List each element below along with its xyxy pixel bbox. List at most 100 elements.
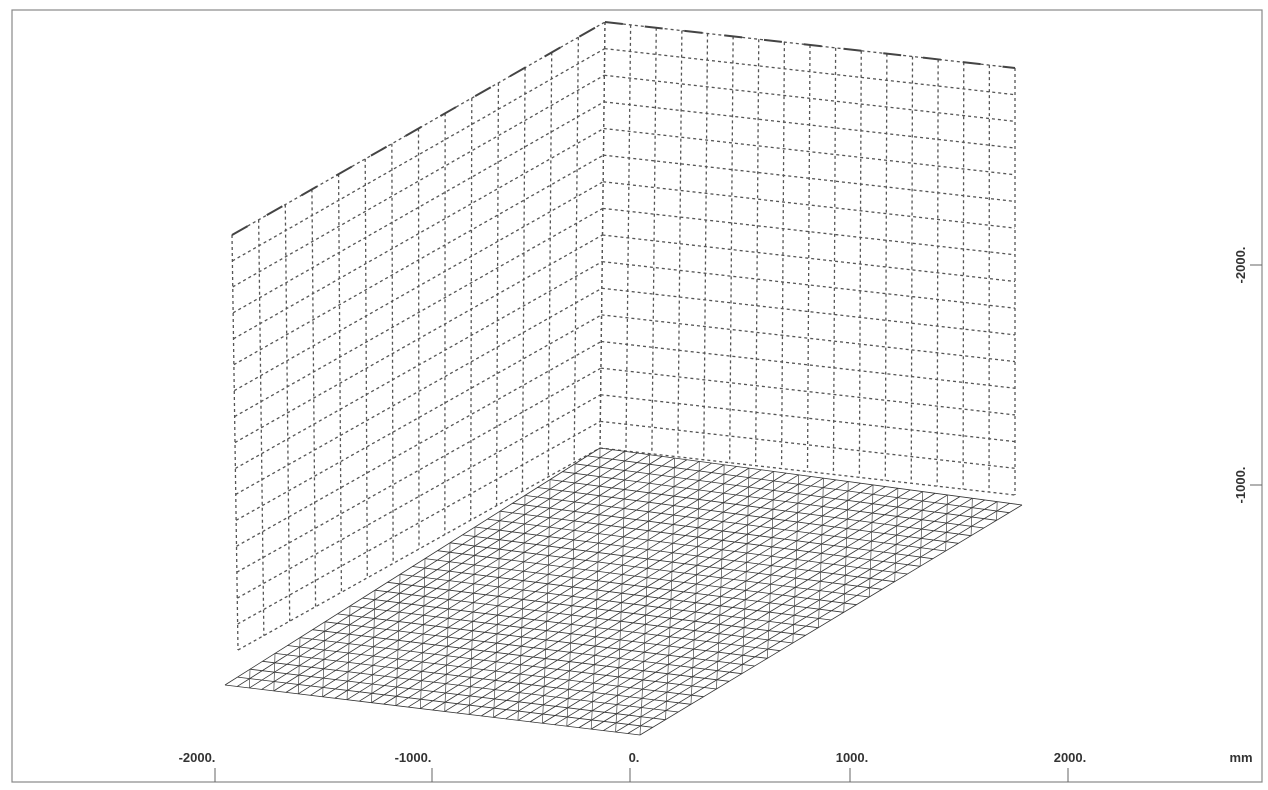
floor-brace	[845, 557, 846, 576]
floor-brace	[622, 565, 623, 584]
floor-brace	[594, 655, 595, 674]
floor-brace	[347, 681, 348, 700]
floor-brace	[694, 612, 695, 631]
floor-brace	[595, 637, 596, 656]
floor-brace	[793, 625, 794, 643]
x-unit: mm	[1229, 750, 1252, 765]
floor-brace	[274, 672, 275, 691]
floor-brace	[871, 541, 872, 560]
floor-brace	[572, 578, 573, 597]
floor-brace	[897, 507, 898, 526]
floor-grid	[550, 480, 971, 536]
floor-brace	[719, 615, 720, 634]
floor-brace	[744, 618, 745, 637]
floor-brace	[471, 640, 472, 659]
floor-brace	[623, 546, 624, 565]
floor-brace	[469, 696, 470, 714]
floor-brace	[671, 590, 672, 609]
floor-brace	[596, 599, 597, 618]
floor-brace	[521, 628, 522, 647]
floor-brace	[820, 572, 821, 591]
floor-brace	[471, 659, 472, 678]
floor-brace	[519, 683, 520, 701]
floor-brace	[642, 680, 643, 698]
floor-brace	[771, 547, 772, 566]
floor-brace	[696, 575, 697, 594]
floor-brace	[822, 497, 823, 516]
floor-brace	[946, 514, 947, 533]
floor-brace	[522, 609, 523, 628]
floor-brace	[445, 693, 446, 712]
floor-brace	[947, 495, 948, 514]
floor-brace	[621, 584, 622, 603]
floor-brace	[374, 609, 375, 628]
floor-brace	[420, 690, 421, 709]
floor-brace	[494, 699, 495, 717]
floor-brace	[299, 638, 300, 657]
floor-brace	[569, 671, 570, 689]
floor-brace	[424, 596, 425, 615]
x-tick-label: -2000.	[179, 750, 216, 765]
floor-brace	[447, 637, 448, 656]
floor-grid	[575, 464, 997, 521]
floor-brace	[498, 587, 499, 606]
x-tick-label: 0.	[629, 750, 640, 765]
wall-grid	[236, 288, 602, 494]
floor-brace	[921, 529, 922, 548]
page: -2000. -1000. 0. 1000. 2000. mm -2000. -…	[0, 0, 1268, 785]
floor-brace	[716, 671, 717, 689]
floor-grid	[600, 448, 1022, 505]
floor-brace	[747, 525, 748, 544]
floor-brace	[569, 652, 570, 671]
floor-brace	[672, 534, 673, 553]
floor-brace	[349, 625, 350, 644]
floor-brace	[873, 485, 874, 504]
floor-brace	[666, 683, 667, 701]
floor-brace	[397, 650, 398, 669]
floor-brace	[743, 637, 744, 655]
floor-brace	[847, 519, 848, 538]
floor-brace	[497, 624, 498, 643]
floor-brace	[470, 677, 471, 696]
wall-grid	[911, 57, 912, 484]
floor-brace	[372, 665, 373, 684]
floor-brace	[695, 593, 696, 612]
floor-brace	[870, 560, 871, 579]
floor-brace	[496, 643, 497, 662]
floor-brace	[665, 701, 666, 719]
floor-brace	[872, 504, 873, 523]
floor-brace	[871, 522, 872, 541]
plot: -2000. -1000. 0. 1000. 2000. mm -2000. -…	[0, 0, 1268, 785]
floor-brace	[495, 662, 496, 681]
floor-brace	[797, 513, 798, 532]
floor-brace	[769, 603, 770, 622]
floor-brace	[422, 653, 423, 672]
floor-brace	[667, 665, 668, 683]
y-tick-label: -1000.	[1233, 467, 1248, 504]
x-tick-label: 2000.	[1054, 750, 1087, 765]
floor-brace	[348, 662, 349, 681]
floor-brace	[697, 537, 698, 556]
floor-brace	[722, 522, 723, 541]
floor-brace	[797, 531, 798, 550]
floor-brace	[895, 563, 896, 582]
floor-brace	[722, 540, 723, 559]
floor-brace	[448, 600, 449, 619]
floor-brace	[570, 634, 571, 653]
floor-brace	[423, 615, 424, 634]
floor-brace	[821, 535, 822, 554]
floor-brace	[618, 677, 619, 695]
floor-brace	[545, 649, 546, 668]
frame	[12, 10, 1262, 782]
floor-brace	[818, 609, 819, 627]
floor-brace	[768, 621, 769, 639]
x-tick-label: 1000.	[836, 750, 869, 765]
floor-brace	[869, 578, 870, 597]
floor-brace	[672, 553, 673, 572]
floor-brace	[922, 510, 923, 529]
floor-brace	[397, 668, 398, 687]
floor-brace	[373, 647, 374, 666]
floor-brace	[794, 606, 795, 625]
wall-grid	[235, 208, 603, 416]
floor-brace	[972, 498, 973, 517]
